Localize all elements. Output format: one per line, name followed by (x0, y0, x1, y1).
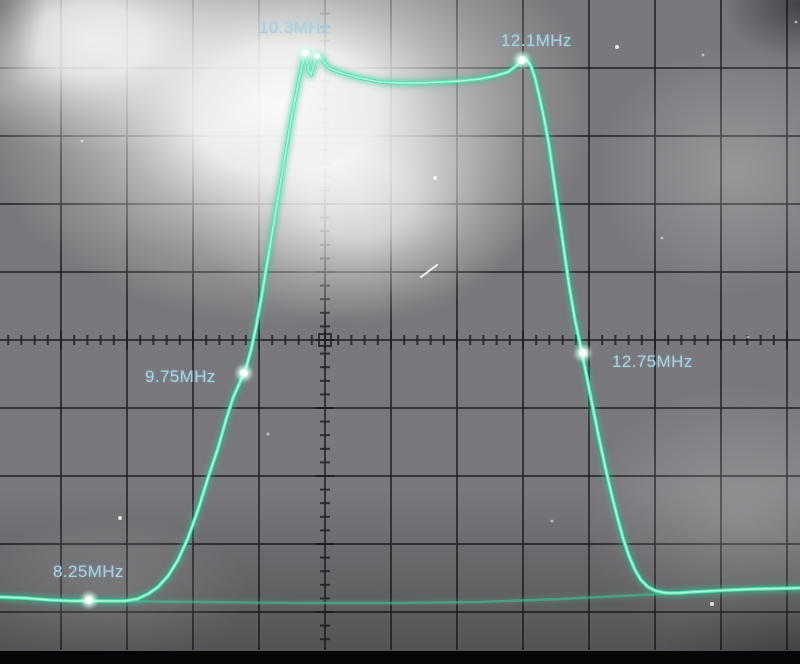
dark-corner-bottom-right (660, 583, 800, 664)
dust-artifacts (80, 20, 798, 606)
light-glare-corner (0, 0, 280, 155)
soft-glow-right (595, 45, 800, 295)
light-glare-lower (190, 75, 530, 325)
marker-group (81, 45, 591, 608)
bezel-bottom (0, 651, 800, 664)
dark-corner-top-left (0, 0, 45, 91)
trace-group (0, 48, 800, 606)
dark-corner-top-right (722, 0, 800, 59)
bottom-shade (0, 490, 800, 652)
